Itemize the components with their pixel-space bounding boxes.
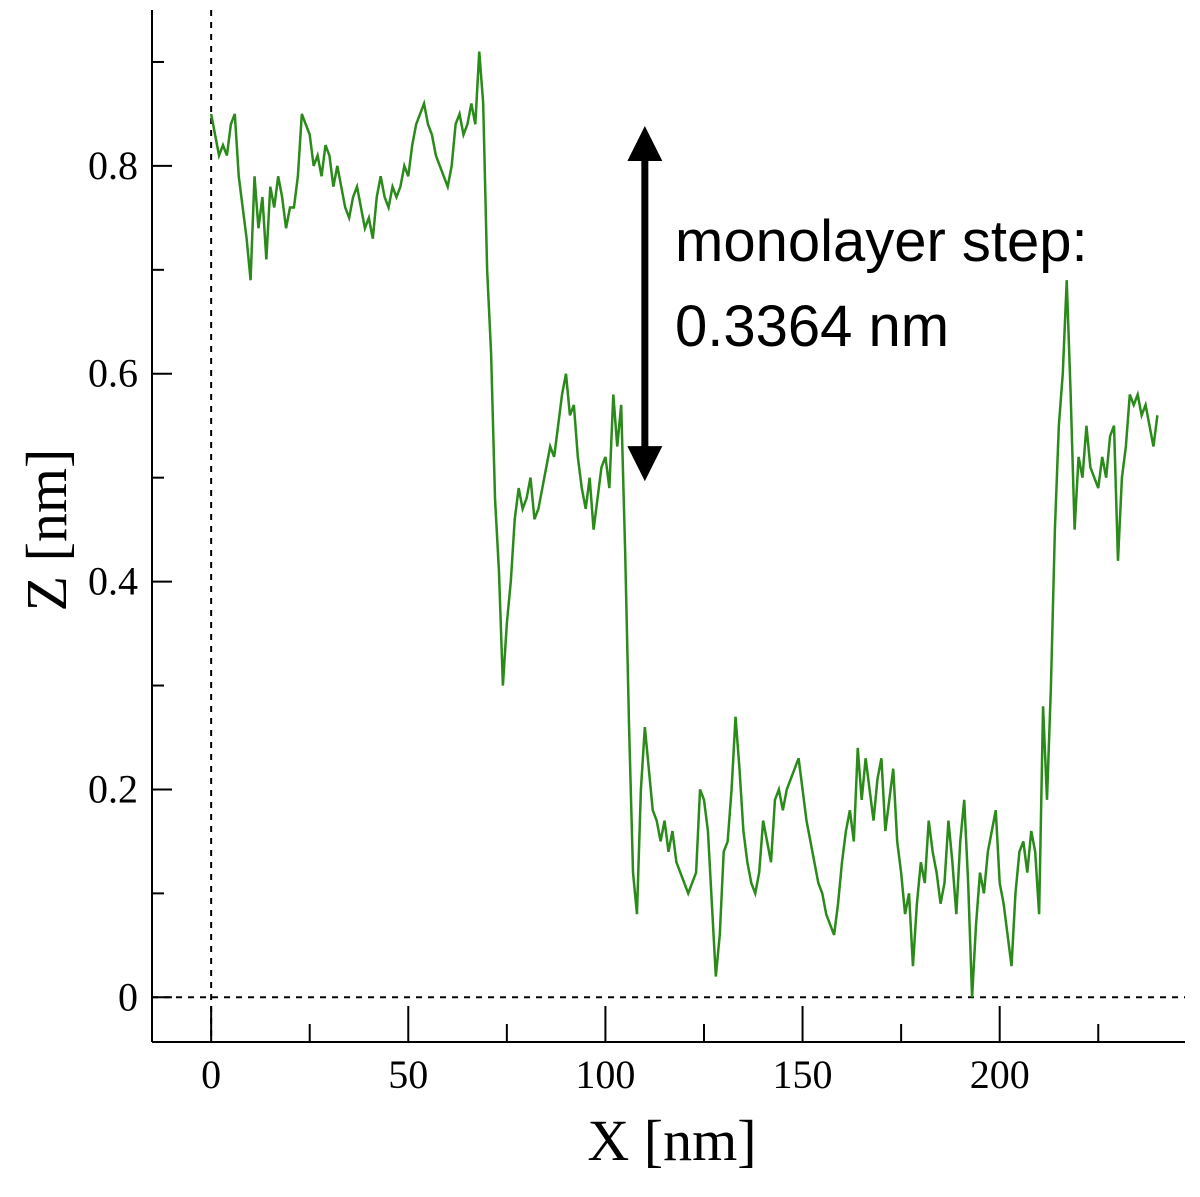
annotation-line: monolayer step:: [675, 209, 1088, 274]
y-axis-title: Z [nm]: [14, 449, 79, 612]
x-tick-label: 100: [575, 1052, 635, 1097]
y-tick-label: 0.2: [88, 766, 138, 811]
x-tick-label: 150: [773, 1052, 833, 1097]
y-tick-label: 0.4: [88, 559, 138, 604]
annotation-line: 0.3364 nm: [675, 294, 949, 359]
data-line: [209, 51, 1159, 998]
x-tick-label: 50: [388, 1052, 428, 1097]
x-tick-label: 200: [970, 1052, 1030, 1097]
y-tick-label: 0: [118, 974, 138, 1019]
x-axis-title: X [nm]: [587, 1108, 756, 1173]
y-tick-label: 0.6: [88, 351, 138, 396]
y-tick-label: 0.8: [88, 143, 138, 188]
x-tick-label: 0: [201, 1052, 221, 1097]
